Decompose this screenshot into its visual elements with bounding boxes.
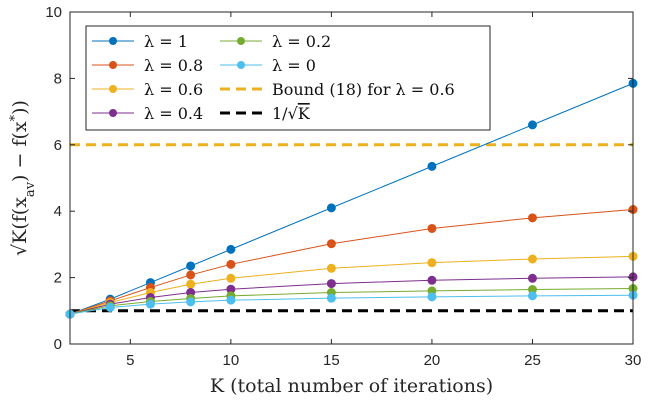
data-point — [226, 273, 236, 283]
data-point — [427, 258, 437, 268]
data-point — [105, 302, 115, 312]
y-tick-label: 10 — [45, 4, 62, 21]
data-point — [427, 275, 437, 285]
x-tick-label: 5 — [126, 352, 134, 369]
data-point — [527, 213, 537, 223]
y-tick-label: 2 — [54, 270, 62, 287]
plot-marks — [65, 78, 638, 319]
legend-label-radicand: K — [298, 104, 311, 123]
x-tick-label: 15 — [323, 352, 340, 369]
y-axis-label-part: * — [8, 114, 23, 121]
legend-label: λ = 1 — [144, 32, 188, 51]
data-point — [186, 270, 196, 280]
data-point — [427, 223, 437, 233]
legend-marker — [109, 37, 117, 45]
data-point — [326, 239, 336, 249]
legend-label: λ = 0.4 — [144, 104, 203, 123]
y-axis-label-part: √K — [9, 229, 31, 256]
legend-label: 1/√K — [272, 104, 311, 123]
y-axis-label-part: (f(x — [9, 197, 31, 230]
y-axis-label-part: av — [23, 181, 38, 197]
data-point — [186, 279, 196, 289]
data-point — [326, 279, 336, 289]
legend-label: λ = 0.2 — [272, 32, 331, 51]
legend-label: λ = 0.8 — [144, 56, 203, 75]
legend: λ = 1 λ = 0.8 λ = 0.6 λ = 0.4 λ = 0.2 λ = 0 Bo… — [85, 25, 491, 131]
axis-ticks: 5 10 15 20 25 30 0 2 4 6 8 10 — [45, 4, 641, 369]
legend-box — [85, 25, 491, 131]
legend-marker — [109, 109, 117, 117]
data-point — [326, 263, 336, 273]
x-tick-label: 30 — [625, 352, 642, 369]
legend-label: λ = 0.6 — [144, 80, 203, 99]
legend-label: λ = 0 — [272, 56, 316, 75]
data-point — [427, 161, 437, 171]
data-point — [527, 120, 537, 130]
data-point — [427, 292, 437, 302]
y-tick-label: 0 — [54, 336, 62, 353]
legend-marker — [109, 85, 117, 93]
data-point — [527, 273, 537, 283]
data-point — [186, 261, 196, 271]
legend-label-sqrt: √ — [288, 104, 299, 123]
y-axis-label: √K(f(xav) − f(x*)) — [8, 100, 38, 256]
data-point — [145, 299, 155, 309]
y-tick-label: 8 — [54, 70, 62, 87]
x-tick-label: 20 — [424, 352, 441, 369]
plot-frame — [69, 11, 634, 345]
x-axis-label: K (total number of iterations) — [210, 375, 493, 397]
data-point — [527, 291, 537, 301]
data-point — [326, 293, 336, 303]
y-tick-label: 6 — [54, 137, 62, 154]
y-axis-label-part: )) — [9, 100, 31, 115]
y-tick-label: 4 — [54, 203, 62, 220]
data-point — [326, 203, 336, 213]
data-point — [186, 297, 196, 307]
legend-marker — [237, 61, 245, 69]
data-point — [527, 254, 537, 264]
legend-marker — [237, 37, 245, 45]
legend-label-prefix: 1/ — [272, 104, 288, 123]
legend-label: Bound (18) for λ = 0.6 — [272, 80, 455, 99]
y-axis-label-text: √K(f(xav) − f(x*)) — [8, 100, 38, 256]
y-axis-label-part: ) − f(x — [9, 121, 31, 182]
x-tick-label: 25 — [524, 352, 541, 369]
x-tick-label: 10 — [223, 352, 240, 369]
data-point — [226, 295, 236, 305]
legend-marker — [109, 61, 117, 69]
data-point — [226, 244, 236, 254]
data-point — [226, 259, 236, 269]
